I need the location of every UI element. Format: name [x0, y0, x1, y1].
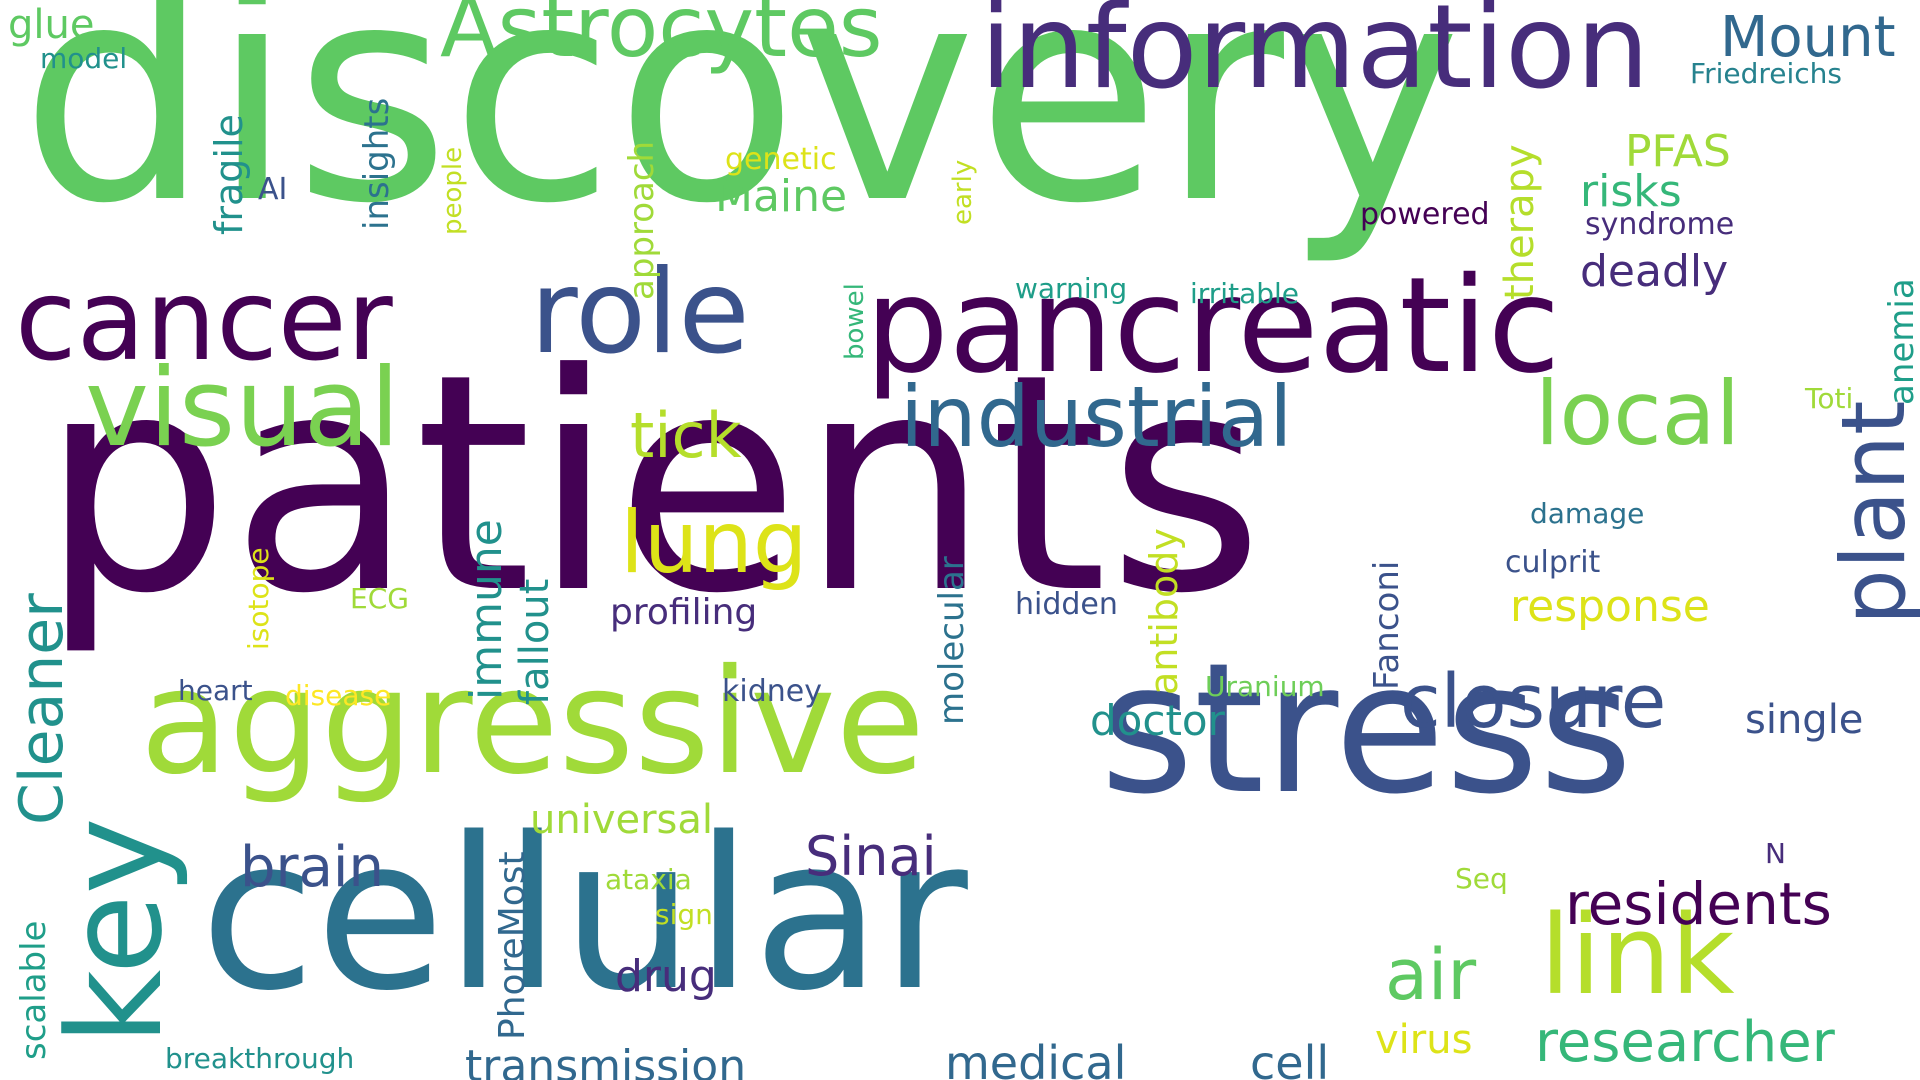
- word-pfas: PFAS: [1625, 126, 1731, 177]
- word-air: air: [1385, 934, 1477, 1016]
- word-approach: approach: [622, 140, 662, 300]
- word-molecular: molecular: [932, 556, 972, 725]
- word-toti: Toti: [1805, 382, 1854, 415]
- word-scalable: scalable: [14, 920, 54, 1060]
- word-model: model: [40, 42, 128, 75]
- word-residents: residents: [1565, 870, 1832, 938]
- word-bowel: bowel: [840, 283, 870, 360]
- word-sinai: Sinai: [805, 825, 937, 888]
- word-drug: drug: [615, 951, 717, 1002]
- word-antibody: antibody: [1142, 528, 1186, 695]
- word-phoremost: PhoreMost: [492, 851, 533, 1040]
- word-local: local: [1535, 362, 1741, 465]
- word-industrial: industrial: [900, 368, 1293, 466]
- word-cell: cell: [1250, 1036, 1330, 1080]
- word-key: key: [39, 817, 191, 1045]
- word-stress: stress: [1100, 625, 1633, 834]
- word-closure: closure: [1400, 659, 1667, 745]
- word-seq: Seq: [1455, 862, 1508, 895]
- word-transmission: transmission: [465, 1041, 747, 1080]
- word-profiling: profiling: [610, 592, 758, 633]
- word-single: single: [1745, 697, 1864, 743]
- word-powered: powered: [1360, 197, 1490, 232]
- word-glue: glue: [8, 2, 95, 48]
- word-culprit: culprit: [1505, 545, 1601, 580]
- word-universal: universal: [530, 797, 714, 843]
- word-immune: immune: [461, 519, 512, 700]
- word-deadly: deadly: [1580, 246, 1729, 297]
- word-plant: plant: [1822, 400, 1920, 625]
- word-breakthrough: breakthrough: [165, 1042, 355, 1075]
- word-uranium: Uranium: [1205, 670, 1325, 703]
- word-genetic: genetic: [725, 142, 837, 177]
- word-therapy: therapy: [1497, 144, 1543, 300]
- word-cancer: cancer: [15, 256, 393, 386]
- word-damage: damage: [1530, 497, 1645, 530]
- word-n: N: [1765, 837, 1786, 870]
- word-astrocytes: Astrocytes: [440, 0, 883, 76]
- word-warning: warning: [1015, 272, 1128, 305]
- word-lung: lung: [620, 493, 808, 593]
- word-hidden: hidden: [1015, 587, 1118, 622]
- word-friedreichs: Friedreichs: [1690, 57, 1842, 90]
- word-visual: visual: [85, 346, 400, 471]
- word-fallout: fallout: [512, 578, 558, 705]
- word-brain: brain: [240, 835, 384, 900]
- word-tick: tick: [630, 399, 742, 472]
- word-sign: sign: [655, 898, 713, 931]
- word-mount: Mount: [1720, 5, 1896, 70]
- word-people: people: [438, 146, 468, 235]
- word-information: information: [980, 0, 1650, 115]
- word-insights: insights: [357, 97, 397, 230]
- word-aggressive: aggressive: [140, 638, 925, 807]
- word-ai: AI: [258, 172, 288, 207]
- word-irritable: irritable: [1190, 277, 1300, 310]
- word-heart: heart: [178, 674, 253, 707]
- word-ecg: ECG: [350, 582, 409, 615]
- word-virus: virus: [1375, 1017, 1473, 1063]
- word-kidney: kidney: [722, 674, 822, 709]
- word-link: link: [1540, 891, 1735, 1019]
- word-patients: patients: [40, 310, 1264, 659]
- word-pancreatic: pancreatic: [865, 249, 1561, 403]
- word-maine: Maine: [715, 171, 848, 222]
- word-researcher: researcher: [1535, 1010, 1835, 1075]
- word-disease: disease: [285, 679, 392, 712]
- word-early: early: [948, 159, 978, 225]
- word-anemia: anemia: [1882, 278, 1920, 405]
- word-fragile: fragile: [207, 114, 251, 235]
- word-ataxia: ataxia: [605, 863, 692, 896]
- word-risks: risks: [1580, 166, 1682, 217]
- word-fanconi: Fanconi: [1367, 560, 1407, 690]
- word-isotope: isotope: [242, 547, 275, 650]
- word-response: response: [1510, 581, 1710, 632]
- word-discovery: discovery: [20, 0, 1462, 269]
- word-medical: medical: [945, 1036, 1127, 1080]
- word-role: role: [530, 245, 750, 380]
- word-doctor: doctor: [1090, 696, 1225, 745]
- word-cleaner: Cleaner: [7, 593, 77, 825]
- word-syndrome: syndrome: [1585, 207, 1735, 242]
- word-cellular: cellular: [200, 792, 968, 1037]
